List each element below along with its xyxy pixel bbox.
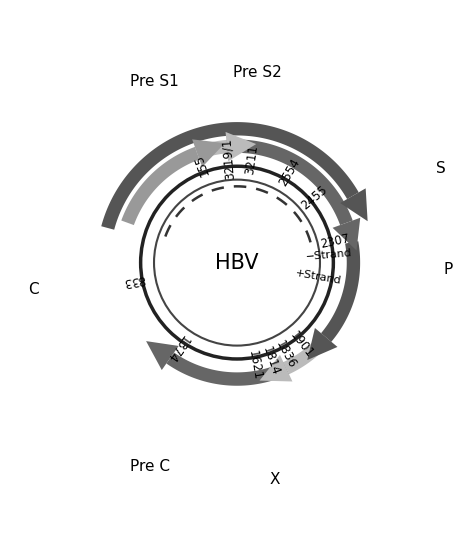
Text: 155: 155 (191, 152, 211, 177)
Text: 1814: 1814 (260, 345, 282, 378)
Text: X: X (269, 472, 280, 487)
Text: 1621: 1621 (246, 349, 264, 381)
Polygon shape (192, 139, 225, 167)
Polygon shape (121, 147, 200, 225)
Text: Pre C: Pre C (130, 459, 170, 474)
Polygon shape (226, 132, 256, 161)
Text: 1836: 1836 (273, 338, 299, 371)
Text: C: C (28, 282, 39, 297)
Text: 3219/1: 3219/1 (219, 137, 236, 180)
Polygon shape (340, 188, 368, 221)
Text: 2307: 2307 (319, 232, 351, 251)
Polygon shape (333, 217, 360, 251)
Text: 1374: 1374 (163, 332, 191, 364)
Text: 1901: 1901 (287, 329, 316, 360)
Text: +Strand: +Strand (295, 268, 343, 286)
Polygon shape (321, 241, 360, 342)
Polygon shape (283, 333, 331, 374)
Text: P: P (444, 262, 453, 277)
Text: 833: 833 (122, 273, 146, 289)
Text: Pre S2: Pre S2 (233, 65, 282, 80)
Text: 2455: 2455 (298, 184, 329, 213)
Polygon shape (260, 355, 292, 381)
Polygon shape (307, 328, 337, 360)
Text: Pre S1: Pre S1 (130, 75, 178, 89)
Text: S: S (436, 161, 445, 177)
Text: −Strand: −Strand (305, 247, 353, 262)
Polygon shape (226, 140, 353, 225)
Polygon shape (166, 353, 289, 386)
Text: HBV: HBV (215, 253, 259, 273)
Text: 3211: 3211 (243, 144, 260, 175)
Text: 2554: 2554 (276, 156, 302, 188)
Polygon shape (195, 140, 228, 160)
Polygon shape (146, 341, 179, 370)
Polygon shape (101, 122, 359, 230)
